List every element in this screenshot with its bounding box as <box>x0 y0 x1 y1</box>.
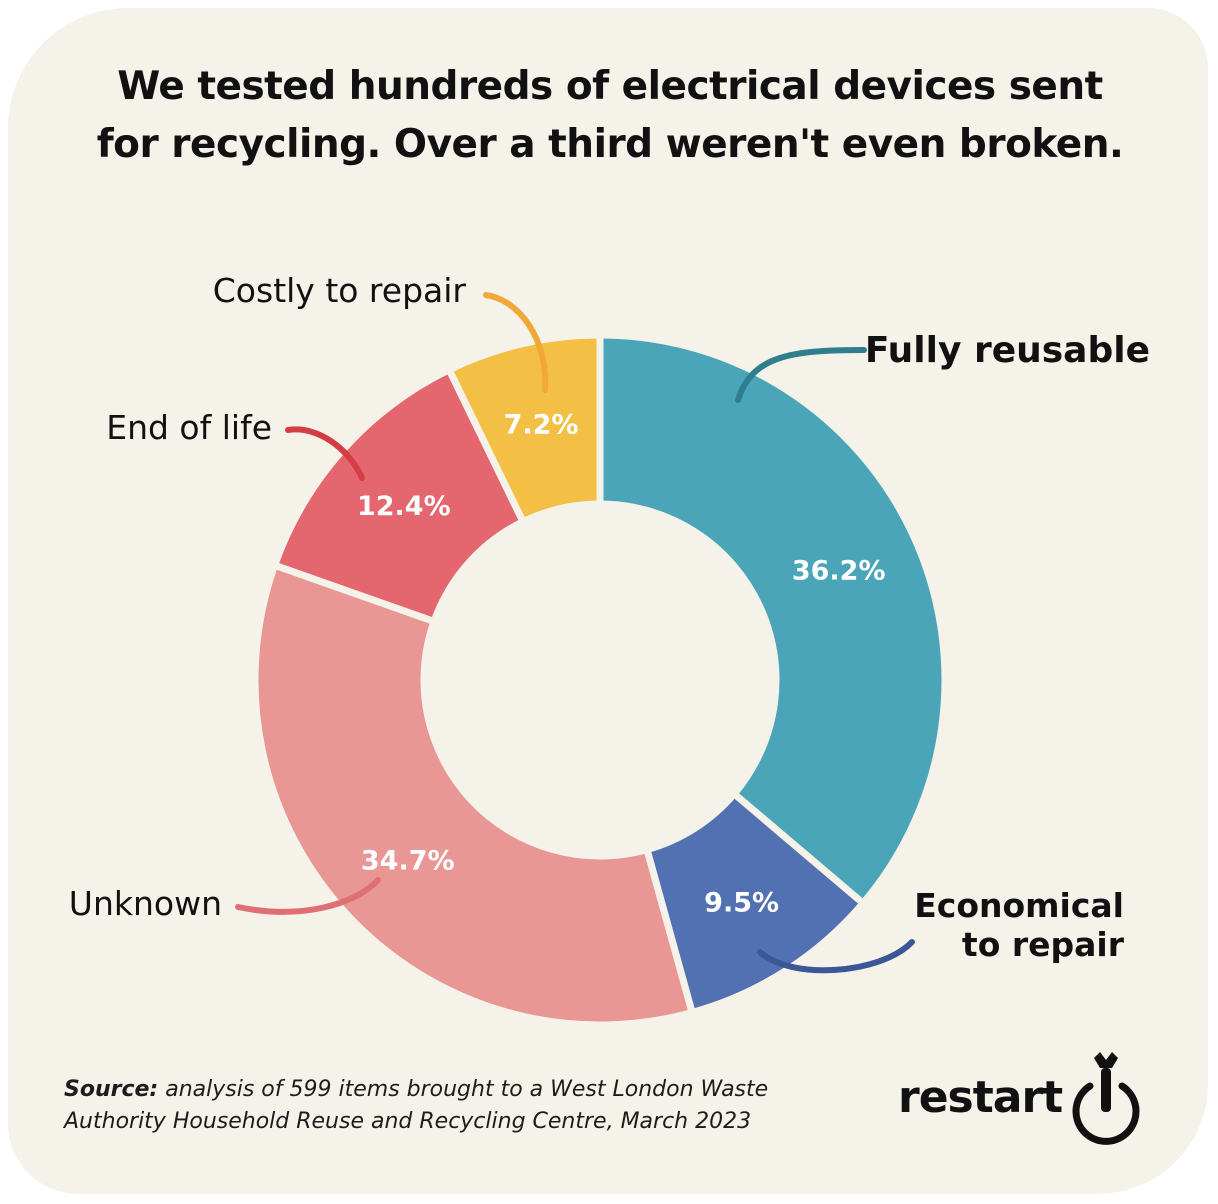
source-line-2: Authority Household Reuse and Recycling … <box>64 1109 752 1134</box>
title-line-2: for recycling. Over a third weren't even… <box>96 122 1124 167</box>
slice-end-of-life <box>271 366 527 625</box>
value-label: 9.5% <box>704 888 779 919</box>
leader-line <box>735 347 867 403</box>
slice-unknown <box>251 561 696 1029</box>
slice-costly-to-repair <box>445 331 604 526</box>
value-label: 12.4% <box>357 491 451 522</box>
leader-line <box>483 292 549 393</box>
source-text: analysis of 599 items brought to a West … <box>165 1077 769 1102</box>
leader-line <box>285 426 365 481</box>
category-label: Unknown <box>69 884 222 923</box>
restart-logo: restart <box>896 1050 1156 1150</box>
category-label: Costly to repair <box>213 271 467 310</box>
value-labels: 36.2% 9.5% 34.7% 12.4% 7.2% <box>357 410 886 919</box>
donut-slices <box>251 331 949 1029</box>
value-label: 7.2% <box>504 410 579 441</box>
source-note: Source: analysis of 599 items brought to… <box>64 1074 884 1138</box>
category-label: Economical to repair <box>914 886 1124 964</box>
category-labels: Fully reusable Economical to repair Unknown… <box>69 271 1150 964</box>
value-label: 34.7% <box>361 845 455 876</box>
category-label: End of life <box>106 408 272 447</box>
leader-line <box>757 939 915 974</box>
value-label: 36.2% <box>792 556 886 587</box>
category-label: Fully reusable <box>865 330 1150 371</box>
leader-lines <box>235 292 915 974</box>
chart-title: We tested hundreds of electrical devices… <box>40 58 1180 174</box>
source-line-1: Source: analysis of 599 items brought to… <box>64 1074 884 1106</box>
leader-line <box>235 877 381 915</box>
title-line-1: We tested hundreds of electrical devices… <box>117 64 1103 109</box>
source-label: Source: <box>64 1077 159 1102</box>
logo-text: restart <box>898 1072 1063 1123</box>
power-wrench-icon <box>1072 1052 1140 1145</box>
slice-fully-reusable <box>596 331 949 907</box>
